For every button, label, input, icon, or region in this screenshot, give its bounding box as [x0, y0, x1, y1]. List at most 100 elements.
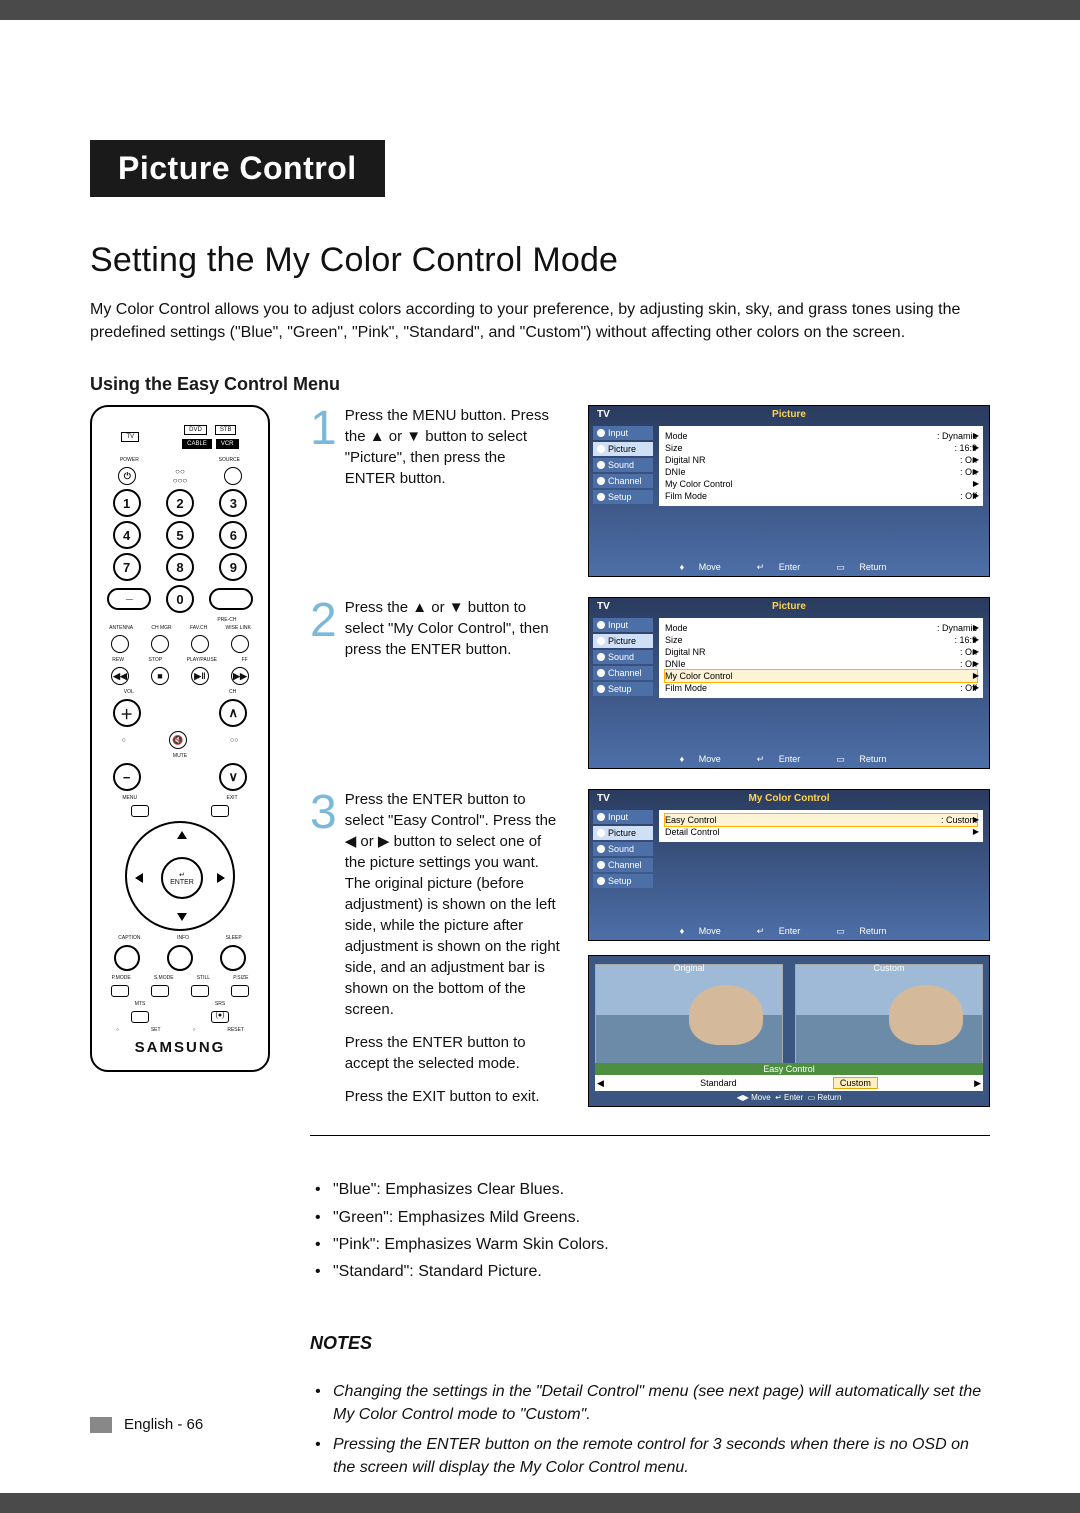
- sleep-button[interactable]: [220, 945, 246, 971]
- key-3[interactable]: 3: [219, 489, 247, 517]
- key-6[interactable]: 6: [219, 521, 247, 549]
- osd-sidebar-item: Input: [593, 618, 653, 632]
- srs-button[interactable]: (●): [211, 1011, 229, 1023]
- osd-row: My Color Control▶: [664, 669, 978, 683]
- key-4[interactable]: 4: [113, 521, 141, 549]
- osd-row: Film Mode: Off▶: [665, 490, 977, 502]
- remote-lbl: INFO: [177, 935, 189, 941]
- osd-sidebar-item: Picture: [593, 634, 653, 648]
- stop-button[interactable]: ■: [151, 667, 169, 685]
- remote-vol-label: VOL: [124, 689, 134, 695]
- remote-mute-label: MUTE: [173, 753, 187, 759]
- osd-row: DNIe: On▶: [665, 466, 977, 478]
- osd-panel-3: TV My Color Control InputPictureSoundCha…: [588, 789, 990, 941]
- remote-source-label: SOURCE: [219, 457, 240, 463]
- still-button[interactable]: [191, 985, 209, 997]
- osd-row: Digital NR: On▶: [665, 646, 977, 658]
- remote-lbl: RESET: [227, 1027, 244, 1033]
- vol-up-button[interactable]: ＋: [113, 699, 141, 727]
- chapter-header: Picture Control: [90, 140, 385, 197]
- enter-button[interactable]: ↵ENTER: [161, 857, 203, 899]
- remote-lbl: P.SIZE: [233, 975, 248, 981]
- step-body: Press the ENTER button to select "Easy C…: [345, 789, 560, 1107]
- rew-button[interactable]: ◀◀: [111, 667, 129, 685]
- chmgr-button[interactable]: [151, 635, 169, 653]
- dash-button[interactable]: —: [107, 588, 151, 610]
- pmode-button[interactable]: [111, 985, 129, 997]
- bullet-item: "Pink": Emphasizes Warm Skin Colors.: [315, 1231, 990, 1258]
- remote-control: TV DVD STB CABLE VCR POWERSOURCE ⏻: [90, 405, 270, 1072]
- osd-row: Detail Control▶: [665, 826, 977, 838]
- manual-page: Picture Control Setting the My Color Con…: [0, 20, 1080, 1493]
- preview-panel: Original Custom Easy Control ◀ Standard: [588, 955, 990, 1107]
- footer-tab-icon: [90, 1417, 112, 1433]
- remote-lbl: STOP: [149, 657, 163, 663]
- osd-row: My Color Control▶: [665, 478, 977, 490]
- mute-button[interactable]: 🔇: [169, 731, 187, 749]
- osd-title: Picture: [589, 601, 989, 612]
- remote-lbl: P.MODE: [112, 975, 131, 981]
- note-item: Changing the settings in the "Detail Con…: [315, 1380, 990, 1426]
- psize-button[interactable]: [231, 985, 249, 997]
- bullet-item: "Green": Emphasizes Mild Greens.: [315, 1204, 990, 1231]
- favch-button[interactable]: [191, 635, 209, 653]
- remote-src: VCR: [216, 439, 239, 449]
- info-button[interactable]: [167, 945, 193, 971]
- notes-heading: NOTES: [310, 1333, 990, 1354]
- step-body: Press the ▲ or ▼ button to select "My Co…: [345, 597, 560, 769]
- remote-lbl: CH MGR: [151, 625, 171, 631]
- key-9[interactable]: 9: [219, 553, 247, 581]
- step-3-top: 3 Press the ENTER button to select "Easy…: [310, 789, 990, 1107]
- ff-button[interactable]: ▶▶: [231, 667, 249, 685]
- prech-button[interactable]: [209, 588, 253, 610]
- preview-control: ◀ Standard Custom ▶: [595, 1075, 983, 1091]
- remote-lbl: SLEEP: [226, 935, 242, 941]
- page-footer: English - 66: [90, 1416, 203, 1433]
- remote-menu-label: MENU: [122, 795, 137, 801]
- steps-column: 1 Press the MENU button. Press the ▲ or …: [310, 405, 990, 1485]
- remote-tv-label: TV: [121, 432, 139, 442]
- nav-up-icon: [177, 831, 187, 839]
- key-1[interactable]: 1: [113, 489, 141, 517]
- osd-sidebar-item: Channel: [593, 666, 653, 680]
- key-5[interactable]: 5: [166, 521, 194, 549]
- remote-prech-label: PRE-CH: [217, 617, 236, 623]
- osd-sidebar: InputPictureSoundChannelSetup: [593, 426, 653, 506]
- key-2[interactable]: 2: [166, 489, 194, 517]
- preview-footer: ◀▶ Move ↵ Enter ▭ Return: [595, 1091, 983, 1102]
- exit-button[interactable]: [211, 805, 229, 817]
- preview-label-original: Original: [596, 963, 782, 973]
- remote-lbl: CAPTION: [118, 935, 140, 941]
- step-2: 2 Press the ▲ or ▼ button to select "My …: [310, 597, 990, 769]
- remote-column: TV DVD STB CABLE VCR POWERSOURCE ⏻: [90, 405, 280, 1485]
- ch-down-button[interactable]: ∨: [219, 763, 247, 791]
- key-0[interactable]: 0: [166, 585, 194, 613]
- sub-heading: Using the Easy Control Menu: [90, 374, 990, 395]
- preview-bar: Easy Control ◀ Standard Custom ▶ ◀▶ Move…: [595, 1063, 983, 1102]
- right-arrow-icon: ▶: [974, 1078, 981, 1089]
- bullet-list: "Blue": Emphasizes Clear Blues."Green": …: [310, 1176, 990, 1285]
- osd-sidebar: InputPictureSoundChannelSetup: [593, 810, 653, 890]
- remote-lbl: ANTENNA: [109, 625, 133, 631]
- key-8[interactable]: 8: [166, 553, 194, 581]
- vol-down-button[interactable]: −: [113, 763, 141, 791]
- antenna-button[interactable]: [111, 635, 129, 653]
- osd-sidebar-item: Channel: [593, 474, 653, 488]
- smode-button[interactable]: [151, 985, 169, 997]
- key-7[interactable]: 7: [113, 553, 141, 581]
- preview-ctrl-right: Custom: [833, 1077, 878, 1089]
- osd-footer: ♦ Move↵ Enter▭ Return: [589, 926, 989, 937]
- remote-lbl: FF: [242, 657, 248, 663]
- nav-pad[interactable]: ↵ENTER: [125, 821, 235, 931]
- wiselink-button[interactable]: [231, 635, 249, 653]
- play-button[interactable]: ▶‖: [191, 667, 209, 685]
- caption-button[interactable]: [114, 945, 140, 971]
- source-button[interactable]: [224, 467, 242, 485]
- power-button[interactable]: ⏻: [118, 467, 136, 485]
- osd-sidebar: InputPictureSoundChannelSetup: [593, 618, 653, 698]
- menu-button[interactable]: [131, 805, 149, 817]
- mts-button[interactable]: [131, 1011, 149, 1023]
- note-item: Pressing the ENTER button on the remote …: [315, 1433, 990, 1479]
- osd-panel-2: TV Picture InputPictureSoundChannelSetup…: [588, 597, 990, 769]
- ch-up-button[interactable]: ∧: [219, 699, 247, 727]
